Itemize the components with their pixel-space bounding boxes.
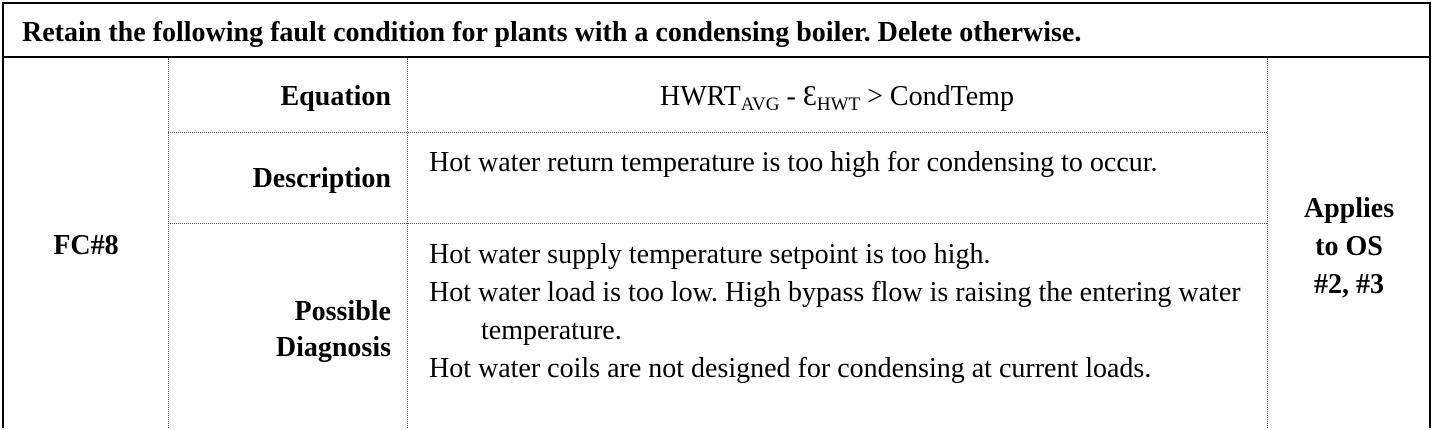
applies-line: #2, #3 (1314, 269, 1384, 300)
column-divider (1267, 58, 1268, 428)
diagnosis-label: Possible Diagnosis (168, 294, 391, 366)
diagnosis-item: Hot water coils are not designed for con… (429, 353, 1152, 384)
description-label: Description (252, 163, 391, 194)
diagnosis-label-line: Diagnosis (275, 332, 391, 363)
table-header: Retain the following fault condition for… (4, 4, 1429, 58)
header-title: Retain the following fault condition for… (22, 17, 1082, 48)
equation-operator: - (779, 81, 803, 112)
equation-rhs: > CondTemp (860, 81, 1014, 112)
row-divider (168, 132, 1267, 133)
diagnosis-item: Hot water supply temperature setpoint is… (429, 239, 991, 270)
diagnosis-cell: Hot water supply temperature setpoint is… (429, 236, 1259, 388)
description-text: Hot water return temperature is too high… (429, 147, 1158, 178)
description-cell: Hot water return temperature is too high… (429, 144, 1259, 182)
equation-label: Equation (280, 81, 392, 112)
applies-line: to OS (1315, 231, 1383, 262)
applies-to: Applies to OS #2, #3 (1267, 190, 1431, 304)
equation-lhs-sub: AVG (740, 94, 780, 115)
equation-epsilon-sub: HWT (816, 94, 861, 115)
equation-value: HWRTAVG - ƐHWT > CondTemp (407, 80, 1267, 114)
column-divider (407, 58, 408, 428)
column-divider (168, 58, 169, 428)
applies-line: Applies (1303, 193, 1395, 224)
equation-lhs: HWRT (660, 81, 741, 112)
equation-epsilon: Ɛ (802, 81, 817, 112)
diagnosis-item: Hot water load is too low. High bypass f… (429, 277, 1241, 346)
diagnosis-label-line: Possible (294, 296, 391, 327)
row-divider (168, 223, 1267, 224)
fault-id: FC#8 (53, 230, 119, 261)
